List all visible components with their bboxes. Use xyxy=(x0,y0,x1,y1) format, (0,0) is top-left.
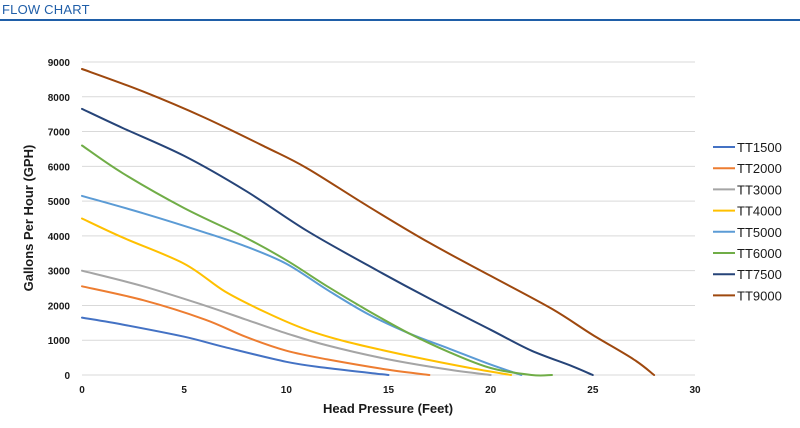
series-line-tt4000 xyxy=(81,217,513,376)
y-tick-label: 2000 xyxy=(48,301,71,312)
chart-gridlines xyxy=(82,61,695,376)
legend-label: TT7500 xyxy=(737,267,782,282)
legend-label: TT1500 xyxy=(737,140,782,155)
y-axis-ticks: 0 1000 2000 3000 4000 5000 6000 7000 8000 9000 xyxy=(48,58,71,382)
chart-legend: TT1500 TT2000 TT3000 TT4000 TT5000 TT6000 TT75… xyxy=(713,140,782,303)
x-tick-label: 20 xyxy=(485,385,497,396)
chart-series-lines xyxy=(81,68,656,377)
series-line-tt6000 xyxy=(81,144,553,377)
legend-label: TT5000 xyxy=(737,225,782,240)
x-tick-label: 10 xyxy=(281,385,293,396)
legend-label: TT4000 xyxy=(737,204,782,219)
legend-label: TT2000 xyxy=(737,161,782,176)
y-tick-label: 6000 xyxy=(48,162,71,173)
legend-label: TT6000 xyxy=(737,246,782,261)
x-tick-label: 0 xyxy=(79,385,85,396)
y-tick-label: 4000 xyxy=(48,232,71,243)
y-tick-label: 8000 xyxy=(48,93,71,104)
y-tick-label: 9000 xyxy=(48,58,71,69)
y-axis-label: Gallons Per Hour (GPH) xyxy=(21,145,36,292)
y-tick-label: 3000 xyxy=(48,267,71,278)
x-tick-label: 5 xyxy=(181,385,187,396)
header-divider xyxy=(0,19,800,21)
legend-label: TT9000 xyxy=(737,288,782,303)
page-header: FLOW CHART xyxy=(0,0,800,22)
series-line-tt1500 xyxy=(81,316,390,376)
y-tick-label: 1000 xyxy=(48,336,71,347)
y-tick-label: 0 xyxy=(64,371,70,382)
series-line-tt5000 xyxy=(81,194,523,376)
x-tick-label: 25 xyxy=(587,385,599,396)
series-line-tt3000 xyxy=(81,269,492,376)
x-tick-label: 30 xyxy=(689,385,701,396)
page-title: FLOW CHART xyxy=(2,2,90,17)
x-axis-ticks: 0 5 10 15 20 25 30 xyxy=(79,385,701,396)
y-tick-label: 7000 xyxy=(48,128,71,139)
y-tick-label: 5000 xyxy=(48,197,71,208)
series-line-tt2000 xyxy=(81,285,431,376)
legend-label: TT3000 xyxy=(737,182,782,197)
series-line-tt9000 xyxy=(81,68,656,376)
x-tick-label: 15 xyxy=(383,385,395,396)
series-line-tt7500 xyxy=(81,107,594,376)
x-axis-label: Head Pressure (Feet) xyxy=(323,401,453,416)
